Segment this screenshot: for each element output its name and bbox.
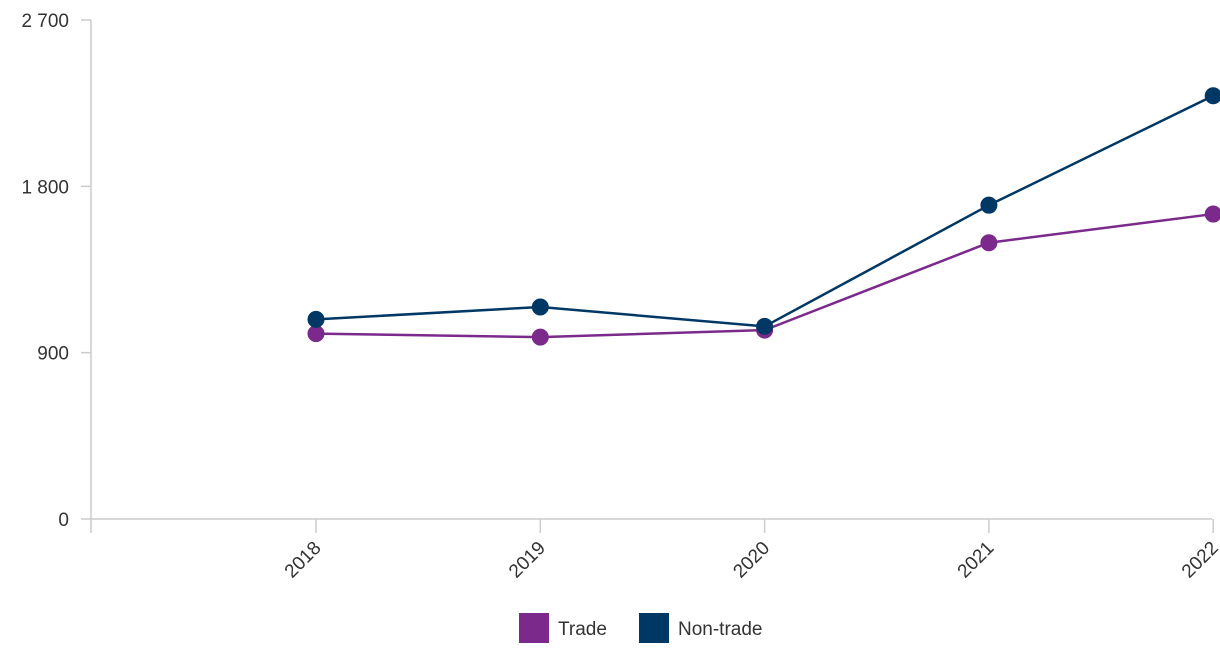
legend: Trade Non-trade	[519, 613, 763, 643]
x-tick-label: 2020	[729, 538, 774, 583]
data-point-non-trade	[980, 196, 998, 214]
series-line-non-trade	[315, 94, 1214, 328]
legend-swatch-non-trade	[639, 613, 669, 643]
x-tick-label: 2018	[281, 538, 326, 583]
series-points	[307, 87, 1220, 346]
y-tick-label: 2 700	[21, 11, 69, 32]
data-point-non-trade	[531, 298, 549, 316]
data-point-non-trade	[1204, 87, 1220, 105]
data-point-non-trade	[756, 317, 774, 335]
data-point-trade	[980, 234, 998, 252]
y-tick-label: 900	[37, 344, 69, 365]
series-lines	[315, 94, 1214, 339]
legend-label-trade: Trade	[558, 619, 607, 640]
x-tick-label: 2022	[1178, 538, 1220, 583]
data-point-trade	[307, 325, 325, 343]
y-tick-label: 0	[58, 510, 69, 531]
legend-swatch-trade	[519, 613, 549, 643]
data-point-non-trade	[307, 310, 325, 328]
legend-item-trade: Trade	[519, 613, 607, 643]
legend-label-non-trade: Non-trade	[678, 619, 763, 640]
data-point-trade	[531, 328, 549, 346]
data-point-trade	[1204, 205, 1220, 223]
y-tick-label: 1 800	[21, 177, 69, 198]
x-tick-label: 2021	[954, 538, 999, 583]
chart-axes: 0 900 1 800 2 700 2018 2019 2020 2021 2022	[21, 11, 1220, 582]
legend-item-non-trade: Non-trade	[639, 613, 763, 643]
x-tick-label: 2019	[505, 538, 550, 583]
